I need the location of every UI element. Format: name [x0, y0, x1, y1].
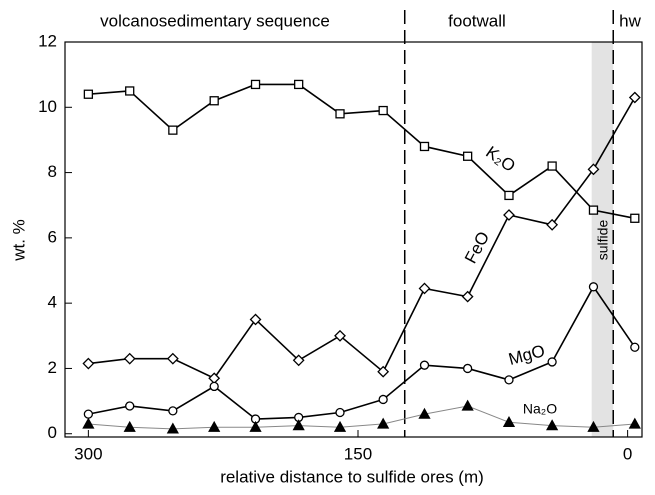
- x-tick-label: 300: [74, 444, 102, 463]
- section-label: hw: [619, 11, 641, 30]
- marker: [168, 406, 178, 416]
- y-tick-label: 10: [38, 97, 57, 116]
- marker: [418, 407, 431, 419]
- marker: [462, 151, 473, 161]
- marker: [588, 205, 599, 215]
- marker: [419, 141, 430, 152]
- marker: [419, 360, 430, 370]
- y-tick-label: 2: [48, 358, 57, 377]
- marker: [377, 417, 390, 429]
- marker: [547, 357, 557, 367]
- y-tick-label: 4: [48, 293, 57, 312]
- series-line: [88, 83, 635, 220]
- marker: [82, 357, 95, 370]
- marker: [378, 394, 388, 405]
- marker: [168, 125, 178, 135]
- y-tick-label: 8: [48, 162, 57, 181]
- series-line: [88, 285, 636, 420]
- marker: [335, 407, 345, 418]
- marker: [292, 419, 305, 431]
- marker: [125, 401, 135, 411]
- marker: [333, 420, 347, 432]
- series-label: K₂O: [482, 142, 518, 175]
- marker: [209, 96, 219, 106]
- marker: [588, 282, 599, 292]
- marker: [630, 342, 640, 352]
- x-axis-label: relative distance to sulfide ores (m): [220, 467, 484, 486]
- y-tick-label: 12: [38, 31, 57, 50]
- marker: [166, 352, 179, 365]
- marker: [546, 419, 559, 431]
- marker: [125, 86, 135, 96]
- band-label: sulfide: [595, 220, 611, 261]
- marker: [547, 161, 557, 171]
- marker: [83, 409, 94, 419]
- marker: [83, 89, 94, 99]
- marker: [166, 422, 179, 434]
- marker: [292, 354, 305, 367]
- section-label: volcanosedimentary sequence: [100, 11, 330, 30]
- marker: [587, 163, 600, 176]
- series-label: Na₂O: [523, 401, 557, 417]
- marker: [502, 415, 516, 427]
- marker: [123, 352, 136, 365]
- y-tick-label: 0: [48, 423, 57, 442]
- marker: [630, 213, 640, 223]
- section-label: footwall: [448, 11, 506, 30]
- marker: [461, 290, 474, 303]
- marker: [82, 417, 95, 429]
- marker: [294, 79, 304, 90]
- marker: [628, 91, 641, 104]
- series-label: FeO: [461, 228, 493, 266]
- marker: [250, 79, 261, 90]
- x-tick-label: 150: [344, 444, 372, 463]
- marker: [335, 109, 345, 119]
- marker: [461, 399, 474, 411]
- marker: [334, 329, 346, 342]
- marker: [123, 420, 136, 432]
- marker: [587, 420, 600, 432]
- series-line: [88, 405, 635, 430]
- marker: [378, 105, 388, 116]
- marker: [249, 420, 262, 432]
- y-tick-label: 6: [48, 227, 57, 246]
- marker: [628, 417, 641, 429]
- series-label: MgO: [506, 341, 547, 369]
- marker: [249, 313, 262, 326]
- marker: [504, 375, 514, 385]
- marker: [504, 190, 514, 201]
- y-axis-label: wt. %: [9, 219, 28, 262]
- marker: [462, 363, 473, 374]
- marker: [377, 365, 390, 378]
- marker: [209, 381, 219, 392]
- series-line: [88, 97, 636, 380]
- marker: [546, 218, 559, 231]
- marker: [208, 372, 221, 385]
- marker: [418, 282, 431, 295]
- marker: [503, 209, 515, 221]
- sulfide-band: [591, 42, 614, 437]
- marker: [208, 420, 221, 432]
- x-tick-label: 0: [623, 444, 632, 463]
- plot-frame: [64, 41, 643, 438]
